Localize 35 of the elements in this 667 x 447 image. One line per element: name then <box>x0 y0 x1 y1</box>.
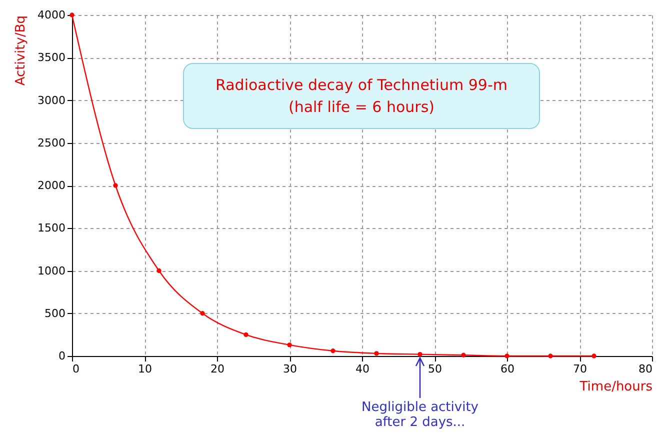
x-tick-label: 0 <box>72 362 80 376</box>
x-tick-label: 80 <box>638 362 652 376</box>
point <box>418 352 422 357</box>
x-tick-label: 70 <box>573 362 587 376</box>
x-tick-label: 40 <box>356 362 370 376</box>
x-tick-label: 20 <box>210 362 224 376</box>
y-tick-label: 500 <box>44 306 66 320</box>
y-tick-label: 2000 <box>38 179 66 192</box>
y-tick-label: 1000 <box>38 264 66 278</box>
point <box>461 352 466 358</box>
point <box>200 311 205 316</box>
point <box>70 12 74 18</box>
x-tick-label: 30 <box>283 362 297 376</box>
x-tick-label: 60 <box>500 362 514 376</box>
point <box>113 183 118 188</box>
x-tick-label: 50 <box>428 362 442 376</box>
y-tick-label: 2500 <box>38 136 66 150</box>
point <box>156 268 162 274</box>
title-box: Radioactive decay of Technetium 99-m (half life = 6 hours) <box>183 63 540 129</box>
y-tick-label: 1500 <box>38 222 66 235</box>
point <box>592 354 596 358</box>
point <box>330 348 336 354</box>
y-axis-title: Activity/Bq <box>14 16 29 86</box>
y-tick-label: 3500 <box>38 51 66 64</box>
point <box>287 342 292 348</box>
x-axis-title: Time/hours <box>578 380 653 394</box>
y-tick-label: 4000 <box>38 8 66 22</box>
y-tick-label: 3000 <box>38 94 66 107</box>
point <box>374 351 379 356</box>
x-tick-label: 10 <box>138 362 152 376</box>
annotation: Negligible activity after 2 days... <box>362 400 479 430</box>
point <box>548 354 553 358</box>
point <box>504 354 510 358</box>
point <box>244 332 248 338</box>
y-tick-label: 0 <box>58 350 66 362</box>
